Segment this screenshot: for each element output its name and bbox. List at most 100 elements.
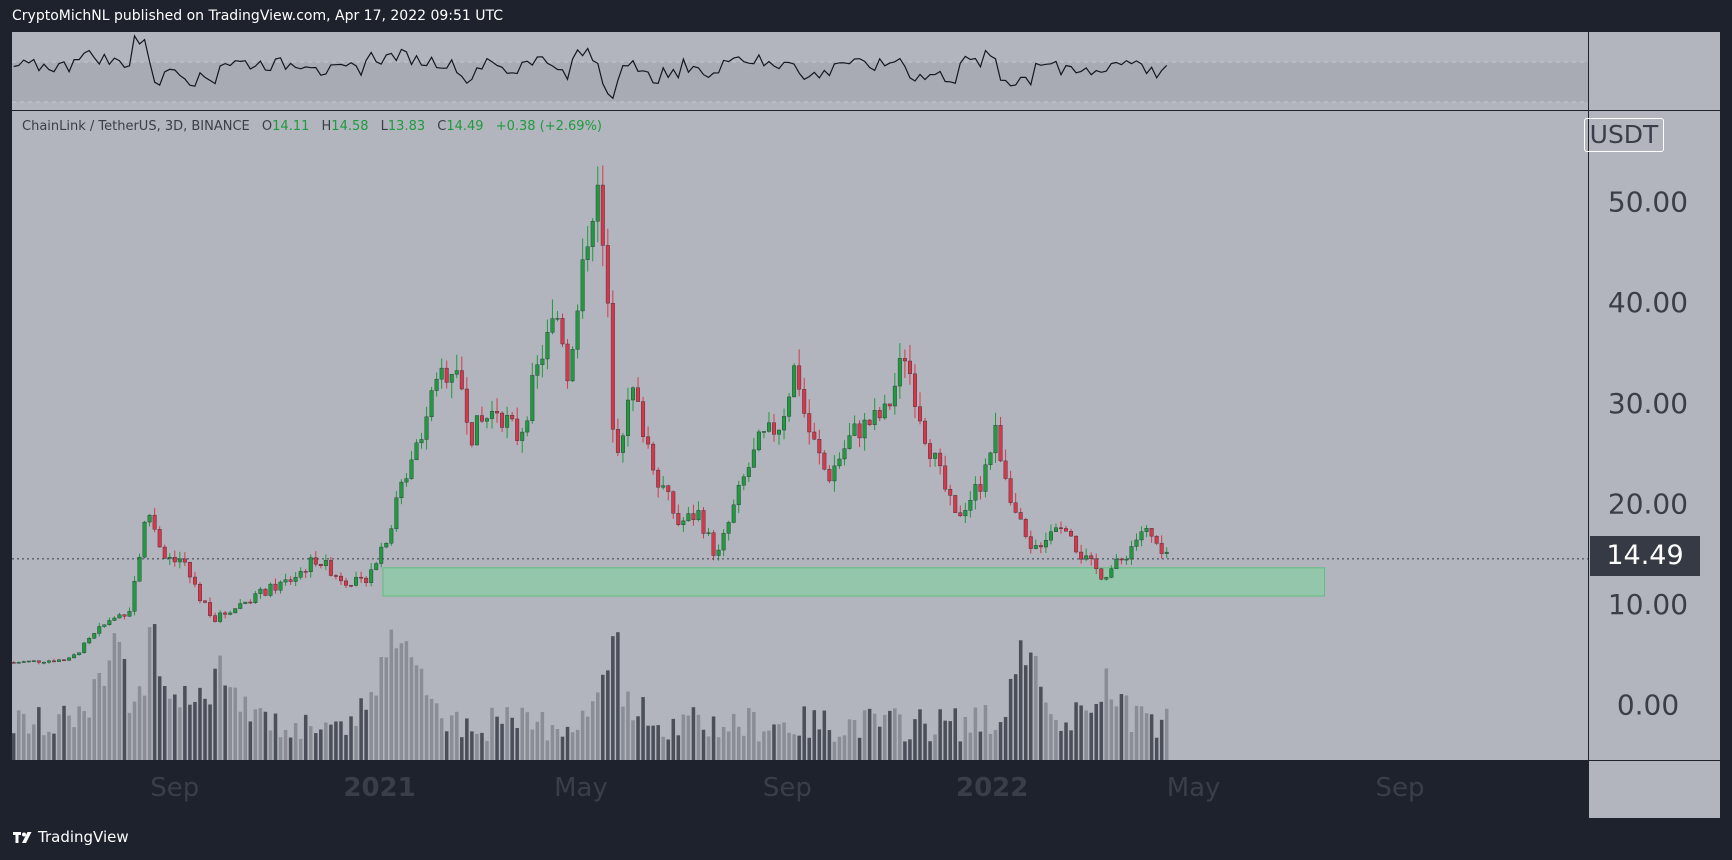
candle-body	[691, 513, 696, 521]
volume-bar	[1109, 699, 1114, 760]
candle-body	[671, 491, 676, 514]
candle	[167, 553, 172, 566]
candle-body	[565, 343, 570, 382]
candle-body	[726, 522, 731, 534]
candle-body	[318, 563, 323, 567]
candle-body	[177, 558, 182, 563]
volume-bar	[1114, 706, 1119, 760]
support-zone	[382, 567, 1325, 597]
volume-bar	[263, 711, 268, 760]
candle-body	[540, 358, 545, 365]
volume-bar	[57, 714, 61, 760]
candle-body	[308, 557, 313, 573]
y-tick-label: 50.00	[1608, 186, 1688, 219]
candle	[1159, 535, 1164, 559]
volume-bar	[1069, 730, 1073, 760]
volume-bar	[611, 636, 615, 760]
volume-bar	[47, 731, 51, 760]
candle-body	[656, 469, 661, 488]
candle-body	[182, 558, 187, 563]
candle	[535, 355, 540, 389]
candle-body	[102, 624, 107, 627]
candle-body	[751, 449, 756, 468]
volume-bar	[82, 711, 86, 760]
candle	[354, 571, 359, 587]
volume-bar	[293, 723, 298, 760]
currency-unit-button[interactable]: USDT	[1584, 118, 1664, 152]
candle	[545, 319, 550, 370]
candle	[701, 507, 706, 539]
candle-body	[550, 318, 555, 333]
volume-bar	[726, 731, 731, 760]
volume-bar	[97, 672, 102, 760]
candle	[1099, 568, 1104, 581]
candle-body	[404, 478, 409, 483]
candle-body	[1154, 535, 1159, 544]
volume-bar	[233, 687, 237, 760]
candle	[983, 458, 988, 498]
volume-bar	[218, 655, 222, 760]
volume-bar	[505, 707, 509, 760]
candle-body	[379, 546, 384, 564]
candle-body	[369, 569, 374, 583]
candle	[399, 479, 404, 505]
candle-body	[454, 370, 459, 375]
candle-body	[968, 499, 973, 511]
y-tick-label: 40.00	[1608, 286, 1688, 319]
volume-bar	[324, 722, 328, 760]
volume-bar	[142, 695, 147, 760]
candle	[1144, 525, 1149, 538]
candle	[459, 356, 464, 391]
candle	[369, 563, 374, 587]
tradingview-logo[interactable]: TradingView	[12, 828, 129, 846]
volume-bar	[157, 676, 162, 760]
volume-bar	[1064, 722, 1068, 760]
volume-bar	[706, 736, 711, 760]
candle	[1033, 539, 1038, 550]
candle	[938, 448, 943, 475]
chart-canvas[interactable]: 50.00 40.00 30.00 20.00 10.00 0.00 Sep 2021 May…	[0, 0, 1732, 820]
volume-bar	[490, 707, 494, 760]
candle	[666, 484, 671, 501]
candle-body	[545, 332, 550, 360]
candle	[1139, 526, 1144, 547]
candle	[510, 411, 515, 422]
volume-bar	[424, 695, 429, 760]
candle-body	[243, 601, 248, 604]
candle	[303, 568, 308, 578]
candle	[555, 311, 560, 322]
candle	[1154, 535, 1159, 546]
candle	[62, 659, 66, 662]
volume-bar	[721, 726, 726, 760]
candle	[595, 166, 600, 243]
candle-body	[1059, 527, 1063, 530]
volume-bar	[626, 691, 630, 760]
volume-bar	[852, 720, 857, 760]
candle-body	[1028, 536, 1033, 549]
candle-body	[610, 302, 615, 430]
candle-body	[666, 485, 671, 492]
candle-body	[258, 588, 263, 594]
volume-bar	[419, 668, 424, 760]
volume-bar	[540, 711, 545, 760]
candle-body	[943, 465, 948, 490]
candle	[731, 499, 736, 524]
x-tick-label: Sep	[150, 773, 199, 803]
candle	[132, 576, 137, 616]
candle-body	[107, 620, 112, 625]
volume-bar	[344, 734, 348, 760]
volume-bar	[631, 720, 635, 760]
candle-body	[988, 452, 993, 465]
candle	[1064, 526, 1068, 532]
candle	[394, 490, 399, 532]
candle-body	[590, 220, 595, 247]
candle	[11, 661, 16, 664]
candle	[540, 344, 545, 378]
candle	[605, 228, 610, 318]
candle	[570, 346, 575, 383]
candle-body	[263, 588, 268, 596]
volume-bar	[11, 733, 16, 760]
volume-bar	[767, 730, 771, 760]
candle-body	[605, 245, 610, 304]
candle	[172, 550, 177, 567]
